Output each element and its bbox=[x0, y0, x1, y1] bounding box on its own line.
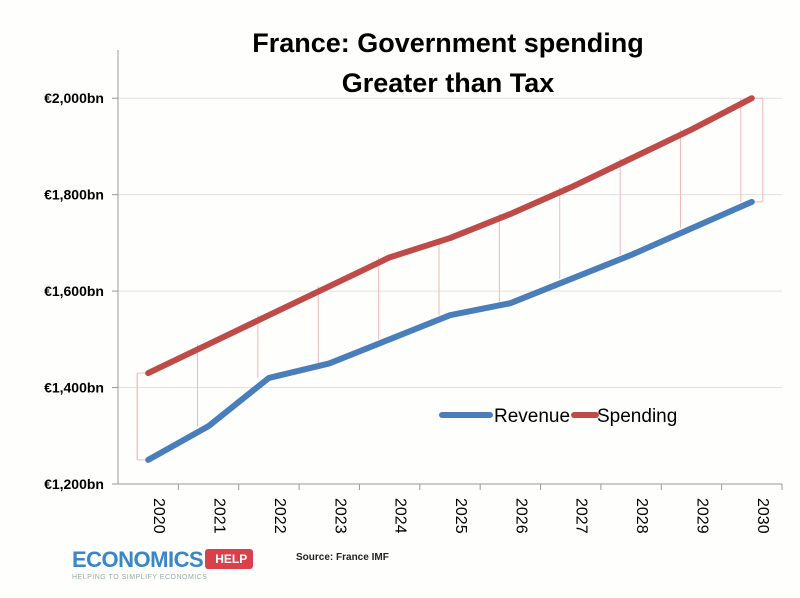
y-tick-label: €1,600bn bbox=[44, 283, 104, 299]
chart-title-line-2: Greater than Tax bbox=[341, 68, 555, 98]
legend-label-revenue: Revenue bbox=[494, 406, 570, 427]
chart-title-line-1: France: Government spending bbox=[252, 28, 644, 58]
x-tick-label: 2022 bbox=[271, 498, 288, 534]
series-line-revenue bbox=[145, 198, 755, 463]
y-tick-label: €1,800bn bbox=[44, 187, 104, 203]
y-tick-label: €2,000bn bbox=[44, 90, 104, 106]
y-tick-label: €1,200bn bbox=[44, 476, 104, 492]
x-tick-label: 2028 bbox=[633, 498, 650, 534]
economics-help-logo: ECONOMICS HELP HELPING TO SIMPLIFY ECONOM… bbox=[72, 547, 254, 581]
y-tick-label: €1,400bn bbox=[44, 380, 104, 396]
legend-label-spending: Spending bbox=[597, 406, 677, 427]
source-note: Source: France IMF bbox=[296, 552, 389, 563]
logo-subtitle: HELPING TO SIMPLIFY ECONOMICS bbox=[72, 574, 208, 581]
x-tick-label: 2027 bbox=[573, 498, 590, 534]
x-tick-label: 2025 bbox=[452, 498, 469, 534]
x-tick-label: 2029 bbox=[693, 498, 710, 534]
x-tick-label: 2023 bbox=[331, 498, 348, 534]
logo-tag: HELP bbox=[205, 549, 254, 569]
x-tick-label: 2026 bbox=[512, 498, 529, 534]
x-tick-label: 2021 bbox=[211, 498, 228, 534]
x-tick-label: 2030 bbox=[754, 498, 771, 534]
x-tick-label: 2020 bbox=[150, 498, 167, 534]
series-line-spending bbox=[145, 95, 755, 377]
logo-main-text: ECONOMICS bbox=[72, 547, 204, 572]
x-tick-label: 2024 bbox=[392, 498, 409, 534]
